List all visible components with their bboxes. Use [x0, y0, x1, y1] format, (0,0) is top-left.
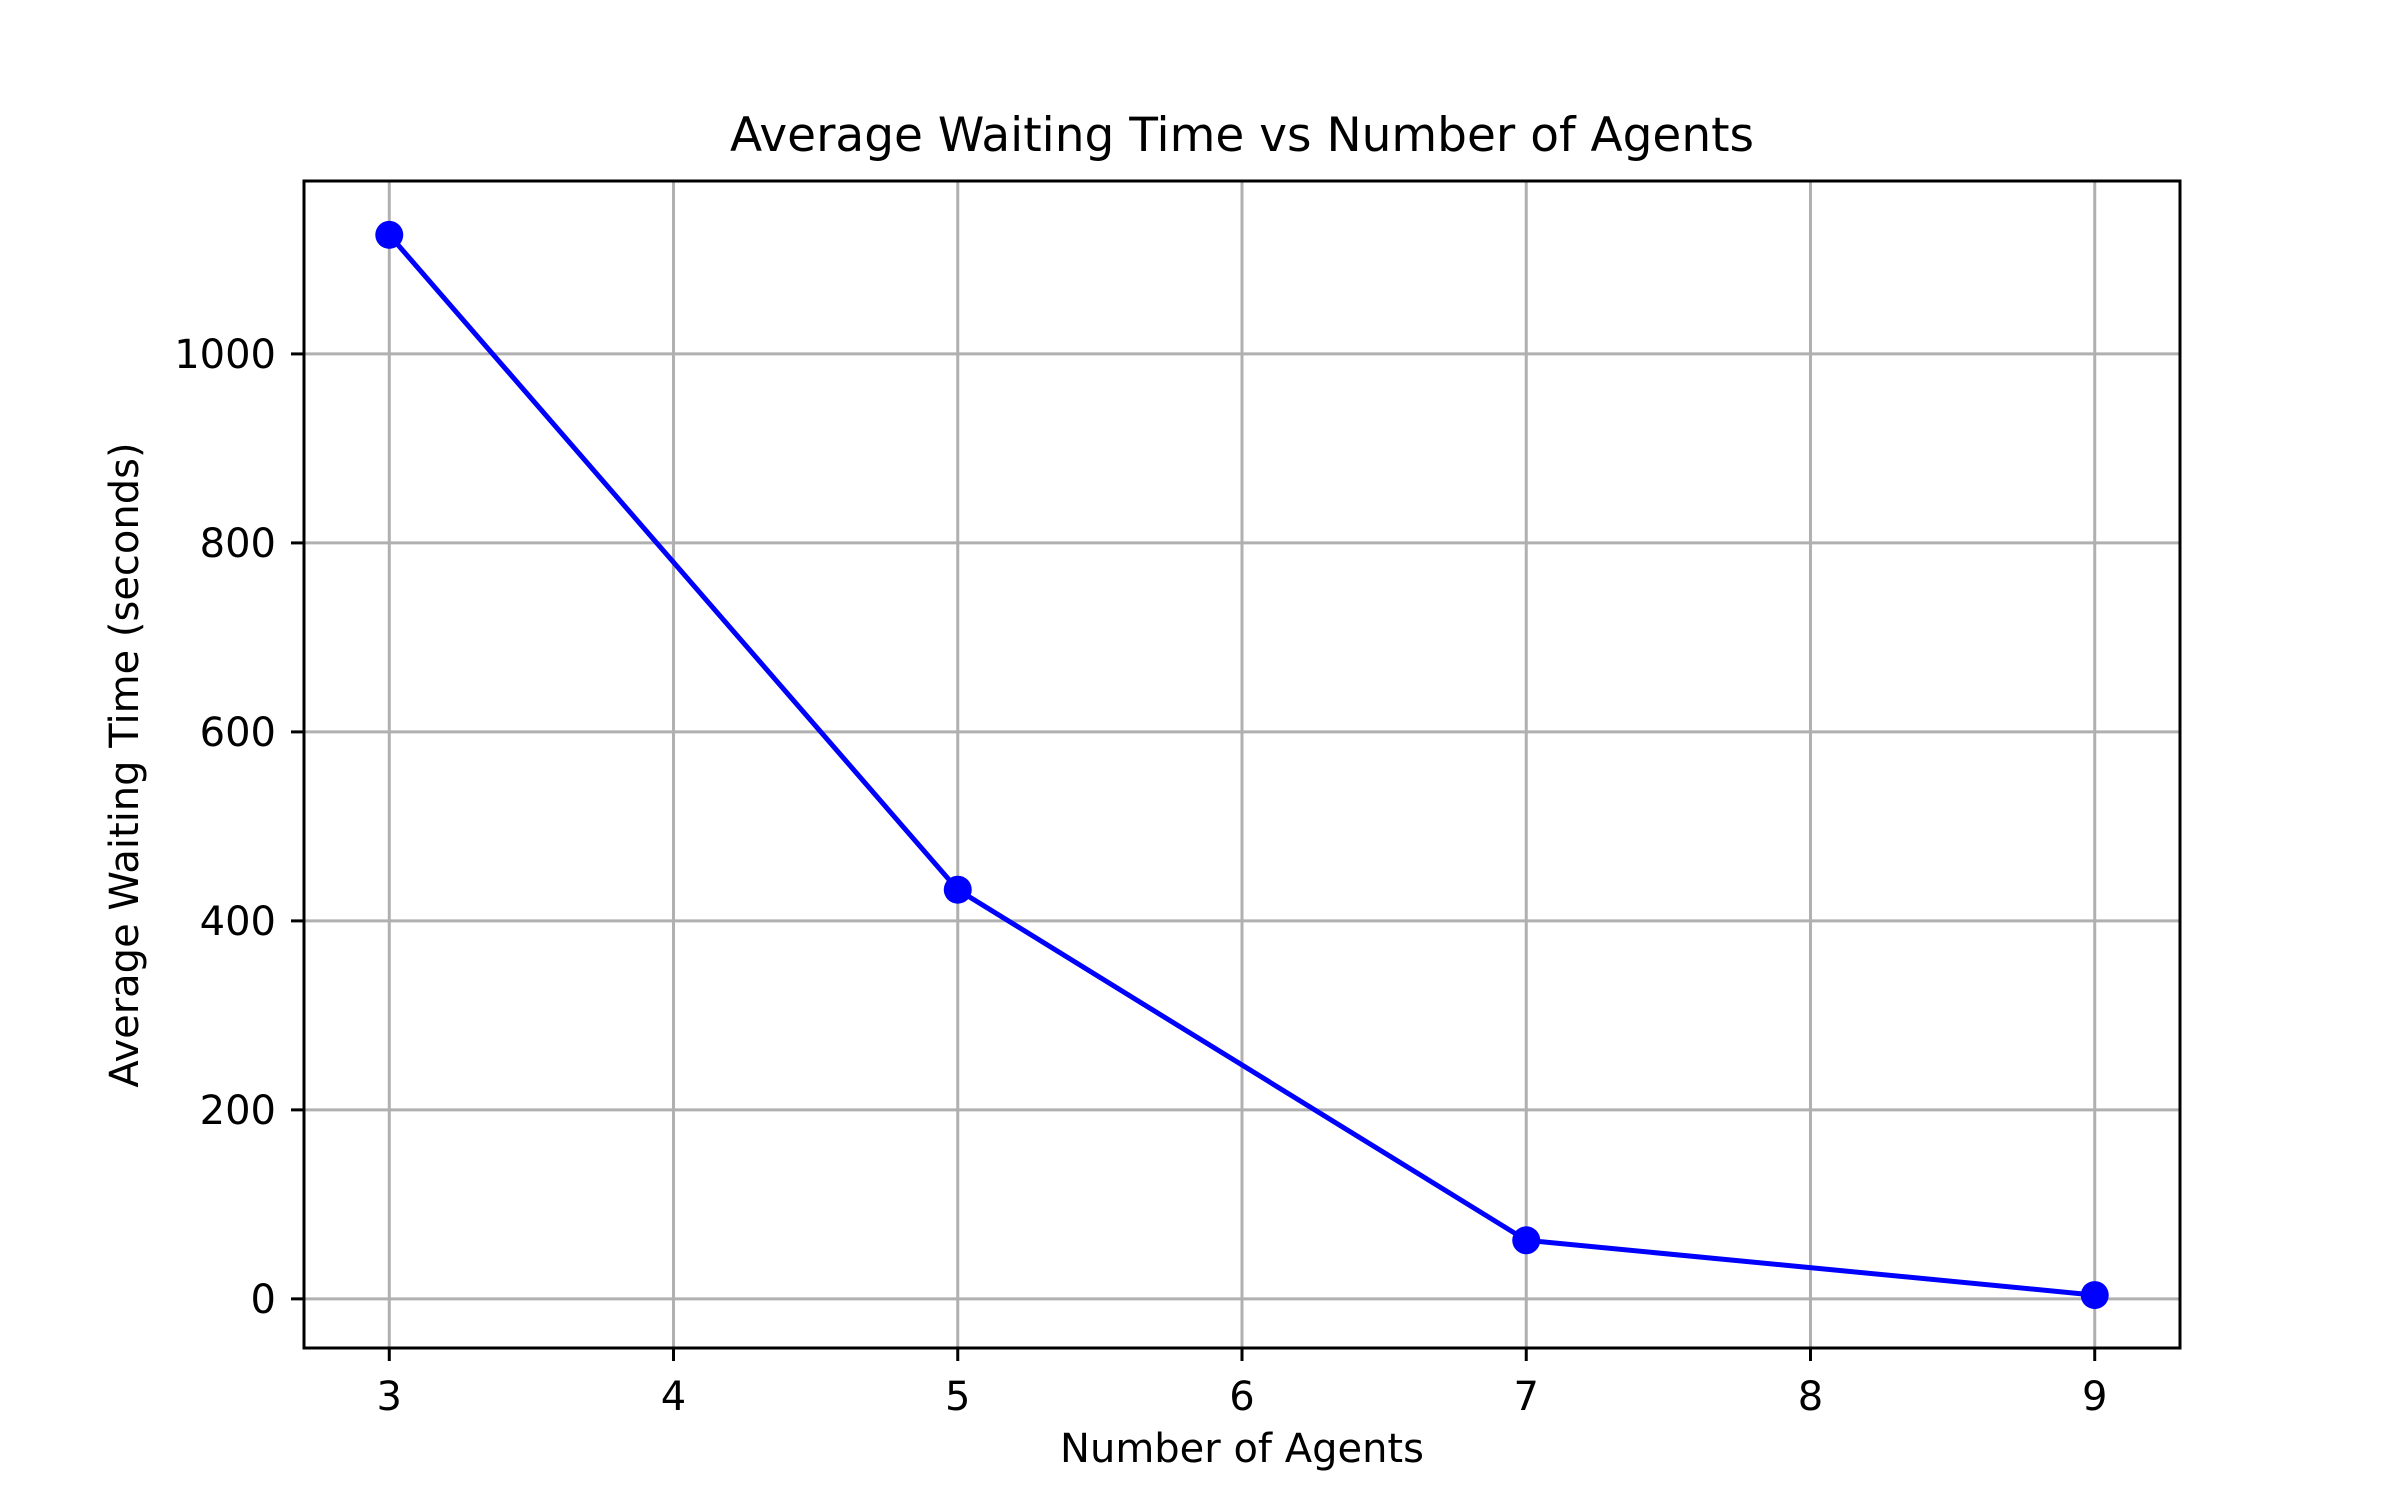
- grid-layer: [304, 181, 2180, 1348]
- tick-layer: 3 4 5 6 7 8 9 0 200 400 600 800 1000: [174, 332, 2107, 1420]
- y-tick-label: 600: [200, 710, 276, 756]
- y-axis-label: Average Waiting Time (seconds): [102, 442, 148, 1087]
- data-point-9: [2080, 1281, 2109, 1310]
- x-axis-label: Number of Agents: [1060, 1426, 1424, 1472]
- y-tick-label: 1000: [174, 332, 276, 378]
- x-tick-label: 4: [661, 1374, 686, 1420]
- x-tick-label: 5: [945, 1374, 970, 1420]
- data-point-3: [375, 220, 404, 249]
- data-point-5: [943, 875, 972, 904]
- x-tick-label: 3: [377, 1374, 402, 1420]
- y-tick-label: 0: [251, 1277, 276, 1323]
- y-tick-label: 400: [200, 899, 276, 945]
- chart-title: Average Waiting Time vs Number of Agents: [730, 108, 1754, 163]
- x-tick-label: 9: [2082, 1374, 2107, 1420]
- y-tick-label: 800: [200, 521, 276, 567]
- x-tick-label: 6: [1229, 1374, 1254, 1420]
- data-point-7: [1512, 1226, 1541, 1255]
- series-line-0: [387, 233, 2095, 1298]
- x-tick-label: 7: [1514, 1374, 1539, 1420]
- y-tick-label: 200: [200, 1088, 276, 1134]
- x-tick-label: 8: [1798, 1374, 1823, 1420]
- series-layer: [375, 220, 2109, 1310]
